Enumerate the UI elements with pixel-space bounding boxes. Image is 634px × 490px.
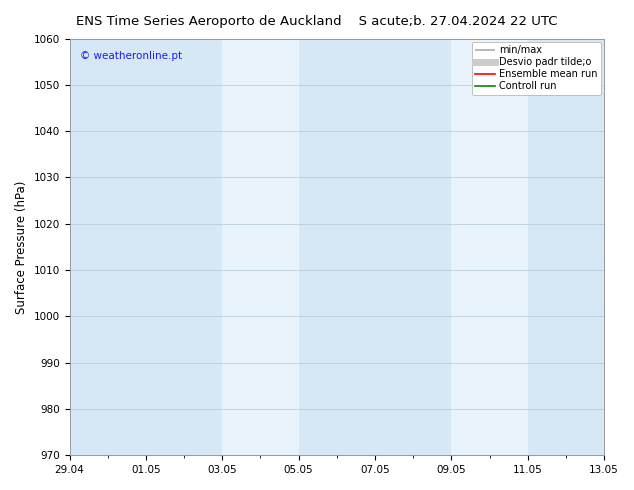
Text: © weatheronline.pt: © weatheronline.pt bbox=[81, 51, 183, 61]
Legend: min/max, Desvio padr tilde;o, Ensemble mean run, Controll run: min/max, Desvio padr tilde;o, Ensemble m… bbox=[472, 42, 601, 95]
Bar bbox=[451, 39, 527, 455]
Bar bbox=[223, 39, 299, 455]
Y-axis label: Surface Pressure (hPa): Surface Pressure (hPa) bbox=[15, 180, 28, 314]
Text: ENS Time Series Aeroporto de Auckland    S acute;b. 27.04.2024 22 UTC: ENS Time Series Aeroporto de Auckland S … bbox=[76, 15, 558, 28]
